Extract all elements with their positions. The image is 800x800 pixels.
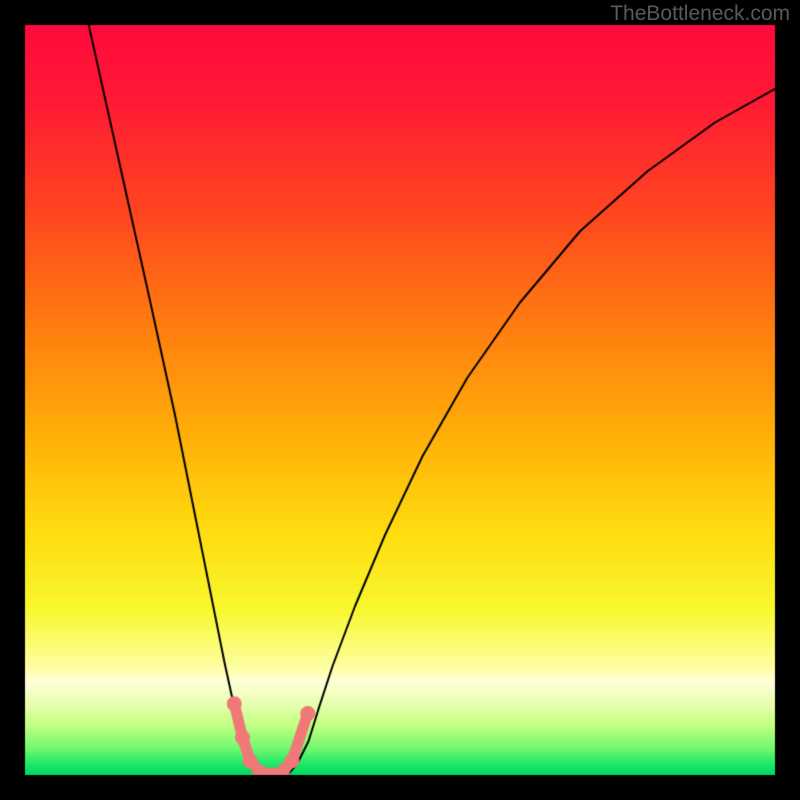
bottleneck-chart — [0, 0, 800, 800]
watermark-text: TheBottleneck.com — [610, 2, 790, 26]
